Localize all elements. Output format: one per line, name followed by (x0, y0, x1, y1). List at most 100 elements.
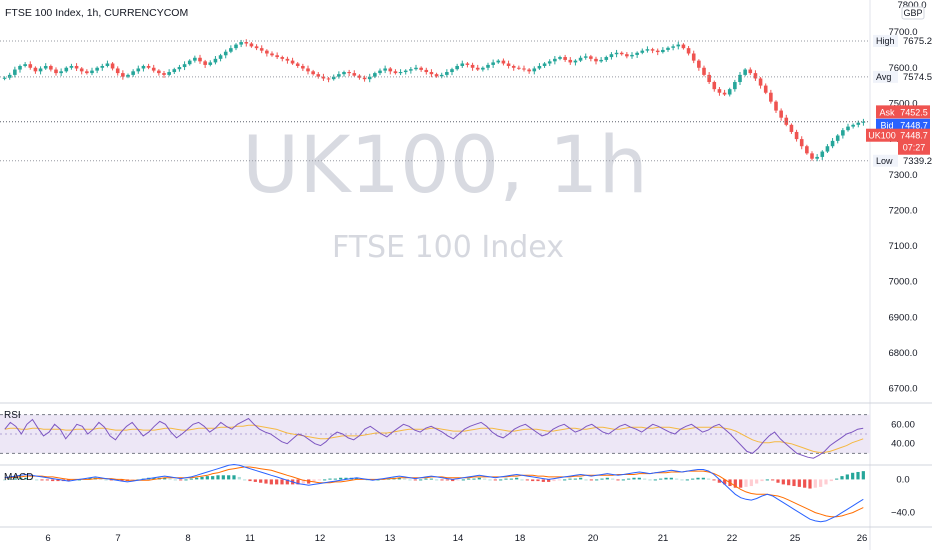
rsi-label[interactable]: RSI (4, 410, 21, 421)
candle-body (558, 57, 562, 59)
macd-histogram-bar (477, 477, 481, 480)
level-badge-low (873, 154, 898, 167)
candle-body (470, 64, 475, 68)
candle-body (234, 44, 238, 49)
time-tick-label: 8 (185, 533, 190, 544)
ask-tag-label-bg (876, 105, 898, 119)
last-tag-label-bg (866, 128, 898, 142)
macd-histogram-bar (632, 477, 636, 480)
price-tick-label: 7500.0 (888, 98, 917, 109)
candle-body (681, 44, 686, 49)
macd-histogram-bar (499, 479, 503, 481)
candle-body (589, 56, 593, 59)
macd-histogram-bar (584, 479, 588, 481)
macd-histogram-bar (717, 479, 721, 483)
candle-body (578, 57, 583, 61)
macd-histogram-bar (40, 479, 44, 481)
candle-body (691, 53, 696, 61)
candle-body (496, 60, 501, 63)
macd-histogram-bar (813, 479, 817, 488)
candle-body (388, 68, 393, 72)
candle-body (265, 50, 269, 54)
candle-body (851, 124, 855, 127)
candle-body (393, 71, 398, 74)
time-tick-label: 21 (658, 533, 669, 544)
macd-histogram-bar (35, 479, 39, 481)
candle-body (434, 74, 439, 77)
price-tick-label: 7700.0 (888, 27, 917, 38)
macd-histogram-bar (483, 478, 487, 480)
macd-histogram-bar (413, 479, 417, 481)
candle-body (229, 48, 233, 52)
candle-body (131, 71, 135, 75)
candle-body (59, 71, 63, 74)
macd-histogram-bar (216, 475, 220, 480)
rsi-tick-label: 60.00 (891, 419, 915, 430)
time-tick-label: 7 (115, 533, 120, 544)
macd-histogram-bar (77, 479, 81, 481)
macd-histogram-bar (611, 478, 615, 480)
rsi-line (4, 417, 864, 459)
macd-histogram-bar (557, 479, 561, 481)
macd-histogram-bar (24, 477, 28, 480)
candle-body (542, 63, 547, 66)
candle-body (254, 46, 259, 49)
macd-histogram-bar (259, 479, 263, 483)
macd-histogram-bar (856, 471, 860, 480)
macd-histogram-bar (317, 479, 321, 481)
macd-histogram-bar (712, 479, 716, 481)
macd-tick-label: 0.0 (896, 474, 909, 485)
macd-histogram-bar (109, 479, 113, 481)
macd-histogram-bar (408, 479, 412, 481)
macd-histogram-bar (205, 476, 209, 480)
macd-histogram-bar (493, 479, 497, 481)
candle-body (419, 67, 423, 70)
time-tick-label: 25 (790, 533, 801, 544)
candle-body (650, 49, 655, 51)
candle-body (43, 65, 48, 69)
candle-body (830, 140, 835, 147)
time-axis[interactable]: 6 7 8 11 12 13 14 18 20 21 22 25 26 (45, 533, 867, 544)
candle-body (707, 74, 711, 83)
candle-body (547, 61, 552, 64)
candle-body (69, 65, 74, 68)
candle-body (270, 53, 274, 56)
level-label-high: High (876, 36, 895, 46)
macd-histogram-bar (13, 478, 17, 480)
candle-body (835, 135, 840, 141)
macd-histogram-bar (771, 479, 775, 481)
macd-histogram-bar (88, 477, 92, 480)
macd-histogram-bar (776, 479, 780, 483)
last-tag-countdown: 07:27 (903, 143, 926, 153)
watermark-name: FTSE 100 Index (332, 230, 564, 265)
macd-label[interactable]: MACD (4, 472, 33, 483)
bid-tag-label-bg (876, 118, 898, 132)
macd-histogram-bar (56, 479, 60, 482)
candle-body (280, 57, 285, 59)
macd-pane[interactable]: 0.0 −40.0 (3, 463, 915, 523)
macd-histogram-bar (664, 477, 668, 480)
candle-body (758, 78, 763, 86)
macd-histogram-bar (120, 479, 124, 482)
watermark-symbol: UK100, 1h (242, 121, 648, 211)
candle-body (424, 69, 429, 73)
candle-body (326, 78, 331, 80)
candle-body (501, 60, 506, 64)
candle-body (774, 101, 778, 111)
candle-body (527, 69, 531, 72)
macd-histogram-bar (328, 478, 332, 480)
macd-histogram-bar (653, 479, 657, 481)
candle-body (290, 60, 295, 64)
candle-body (362, 77, 367, 80)
rsi-pane[interactable]: 60.00 40.00 (0, 414, 915, 459)
last-tag-label: UK100 (868, 131, 896, 141)
currency-box[interactable] (901, 6, 925, 20)
macd-histogram-bar (733, 479, 737, 488)
candle-body (306, 68, 310, 72)
macd-histogram-bar (616, 479, 620, 481)
candle-body (825, 146, 830, 152)
candle-body (655, 50, 660, 53)
price-pane[interactable] (2, 39, 866, 162)
macd-histogram-bar (568, 478, 572, 480)
